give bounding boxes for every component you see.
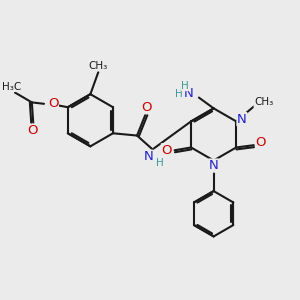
Text: N: N <box>143 150 153 163</box>
Text: N: N <box>209 159 218 172</box>
Text: H: H <box>182 81 189 91</box>
Text: O: O <box>27 124 38 137</box>
Text: H: H <box>156 158 164 168</box>
Text: H: H <box>175 89 182 99</box>
Text: O: O <box>256 136 266 149</box>
Text: H₃C: H₃C <box>2 82 21 92</box>
Text: N: N <box>184 87 194 100</box>
Text: CH₃: CH₃ <box>254 98 273 107</box>
Text: O: O <box>161 144 172 157</box>
Text: O: O <box>48 97 58 110</box>
Text: CH₃: CH₃ <box>89 61 108 71</box>
Text: N: N <box>237 112 247 126</box>
Text: O: O <box>141 101 152 114</box>
